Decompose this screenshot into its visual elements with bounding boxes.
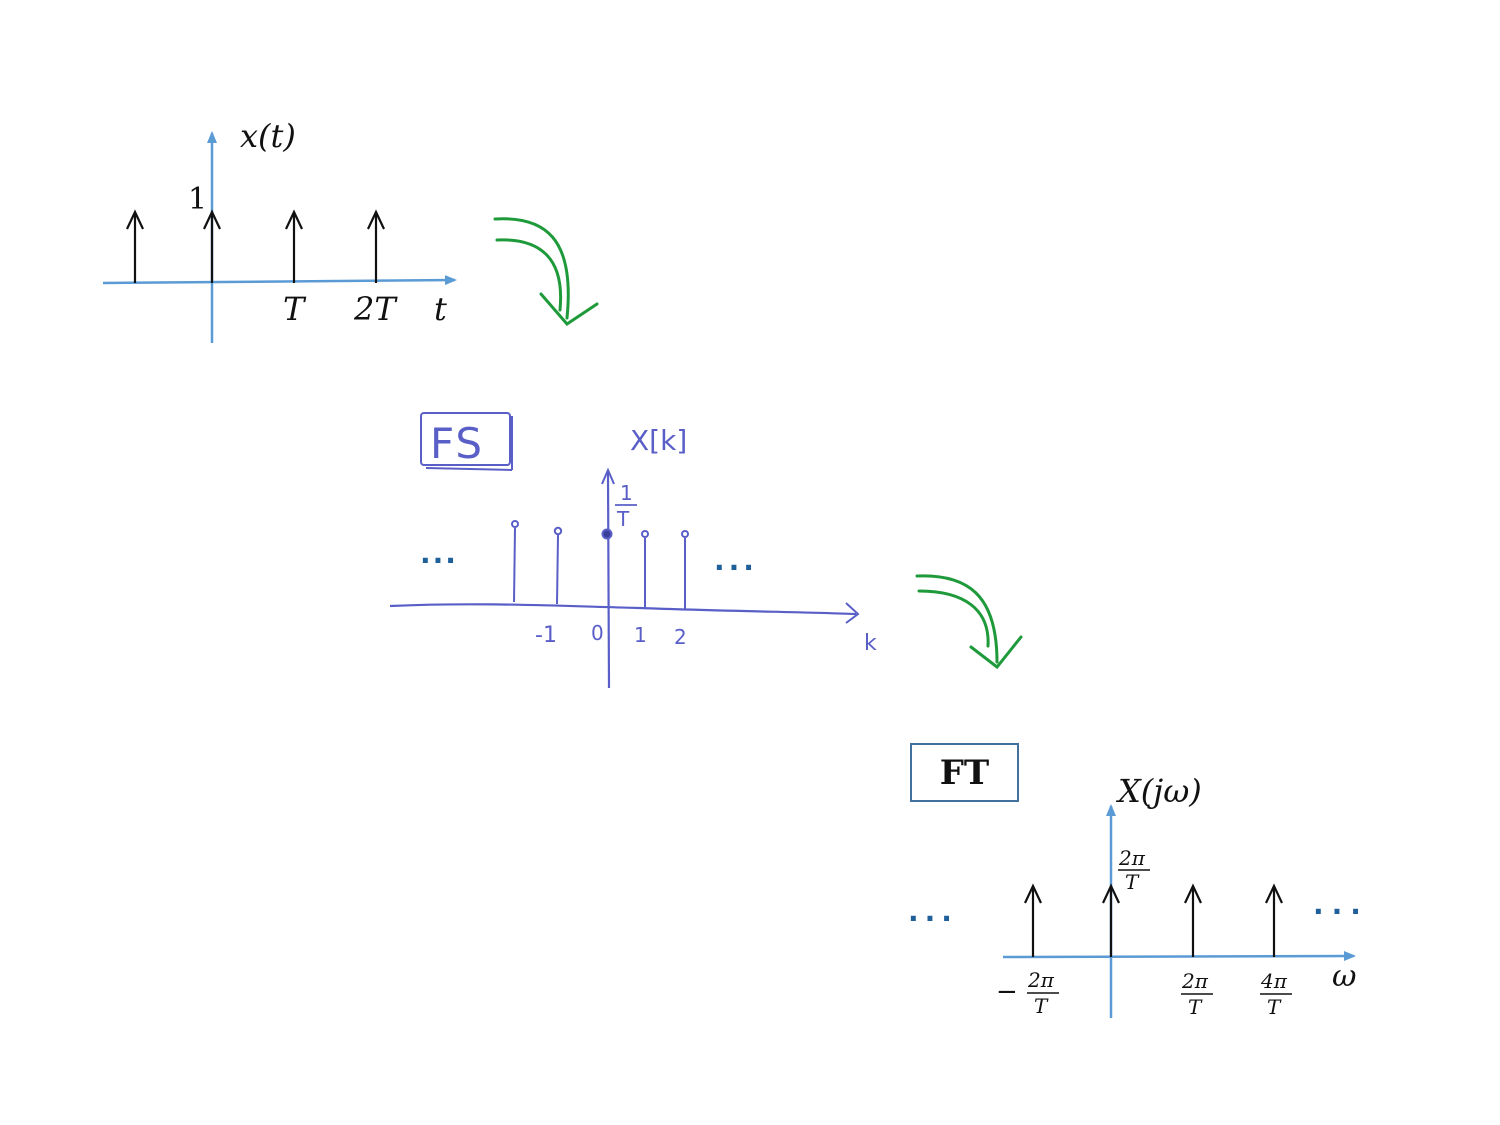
ft-ylabel: X(jω) — [1115, 772, 1202, 810]
ft-impulse — [1102, 883, 1120, 957]
time-tick-T: T — [283, 290, 307, 328]
fs-stem — [511, 520, 519, 603]
time-impulse — [285, 209, 303, 283]
ft-xlabel: ω — [1332, 959, 1356, 994]
curved-down-arrow-icon — [493, 217, 599, 326]
time-domain-plot: x(t) 1 T 2T t — [102, 117, 457, 343]
ft-dots-right: ... — [1313, 888, 1369, 921]
fs-tick: 1 — [634, 623, 647, 647]
fs-xlabel: k — [864, 631, 877, 656]
ft-box-label: FT — [910, 743, 1019, 802]
fs-y-axis — [606, 471, 611, 689]
ft-impulse — [1024, 883, 1042, 957]
fs-stem — [601, 528, 613, 540]
ft-tick-2-num: 4π — [1260, 969, 1288, 993]
fs-amp-num: 1 — [620, 481, 633, 505]
ft-amp-num: 2π — [1118, 846, 1146, 870]
curved-down-arrow-icon — [915, 574, 1023, 670]
ft-tick-1-den: T — [1188, 995, 1203, 1019]
time-xlabel: t — [434, 290, 447, 328]
time-tick-2T: 2T — [353, 290, 398, 328]
ft-impulse — [1184, 883, 1202, 957]
ft-tick-2-den: T — [1267, 995, 1282, 1019]
fs-box-label: FS — [430, 419, 484, 468]
fs-x-axis — [389, 603, 857, 616]
fs-dots-right: ... — [714, 544, 758, 577]
fourier-series-plot: FS X[k] 1 T -1 0 1 2 k — [389, 412, 877, 689]
fs-stem — [681, 530, 689, 610]
ft-impulse — [1265, 883, 1283, 957]
fs-tick: 0 — [591, 621, 604, 645]
fs-box — [420, 412, 513, 471]
ft-tick-neg-sign: − — [996, 977, 1018, 1007]
fs-amp-den: T — [616, 507, 630, 531]
ft-tick-neg-den: T — [1034, 994, 1049, 1018]
fs-tick: 2 — [674, 625, 687, 649]
time-impulse — [126, 209, 144, 283]
ft-x-axis — [1002, 951, 1356, 962]
ft-tick-1-num: 2π — [1181, 969, 1209, 993]
fs-x-axis-head — [845, 602, 860, 624]
time-amplitude-label: 1 — [188, 182, 207, 217]
fs-stem — [641, 530, 649, 608]
time-impulse — [203, 209, 221, 283]
time-x-axis — [102, 275, 457, 286]
ft-amp-den: T — [1125, 870, 1140, 894]
fs-y-axis-head — [601, 467, 615, 485]
fs-dots-left: ... — [420, 537, 458, 570]
time-impulse — [367, 209, 385, 283]
time-ylabel: x(t) — [240, 117, 296, 155]
fs-tick: -1 — [535, 623, 557, 648]
ft-tick-neg-num: 2π — [1027, 968, 1055, 992]
ft-dots-left: ... — [908, 895, 958, 928]
fourier-transform-plot: X(jω) 2π T − 2π T 2π T 4π T ω ... ... — [908, 772, 1369, 1019]
fs-ylabel: X[k] — [630, 424, 687, 457]
fs-stem — [553, 526, 563, 605]
